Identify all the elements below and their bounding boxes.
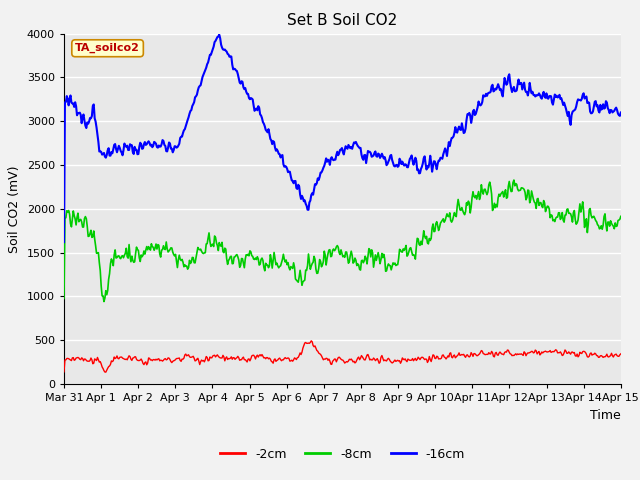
- Title: Set B Soil CO2: Set B Soil CO2: [287, 13, 397, 28]
- Y-axis label: Soil CO2 (mV): Soil CO2 (mV): [8, 165, 21, 252]
- Text: TA_soilco2: TA_soilco2: [75, 43, 140, 53]
- Legend: -2cm, -8cm, -16cm: -2cm, -8cm, -16cm: [215, 443, 470, 466]
- X-axis label: Time: Time: [590, 408, 621, 421]
